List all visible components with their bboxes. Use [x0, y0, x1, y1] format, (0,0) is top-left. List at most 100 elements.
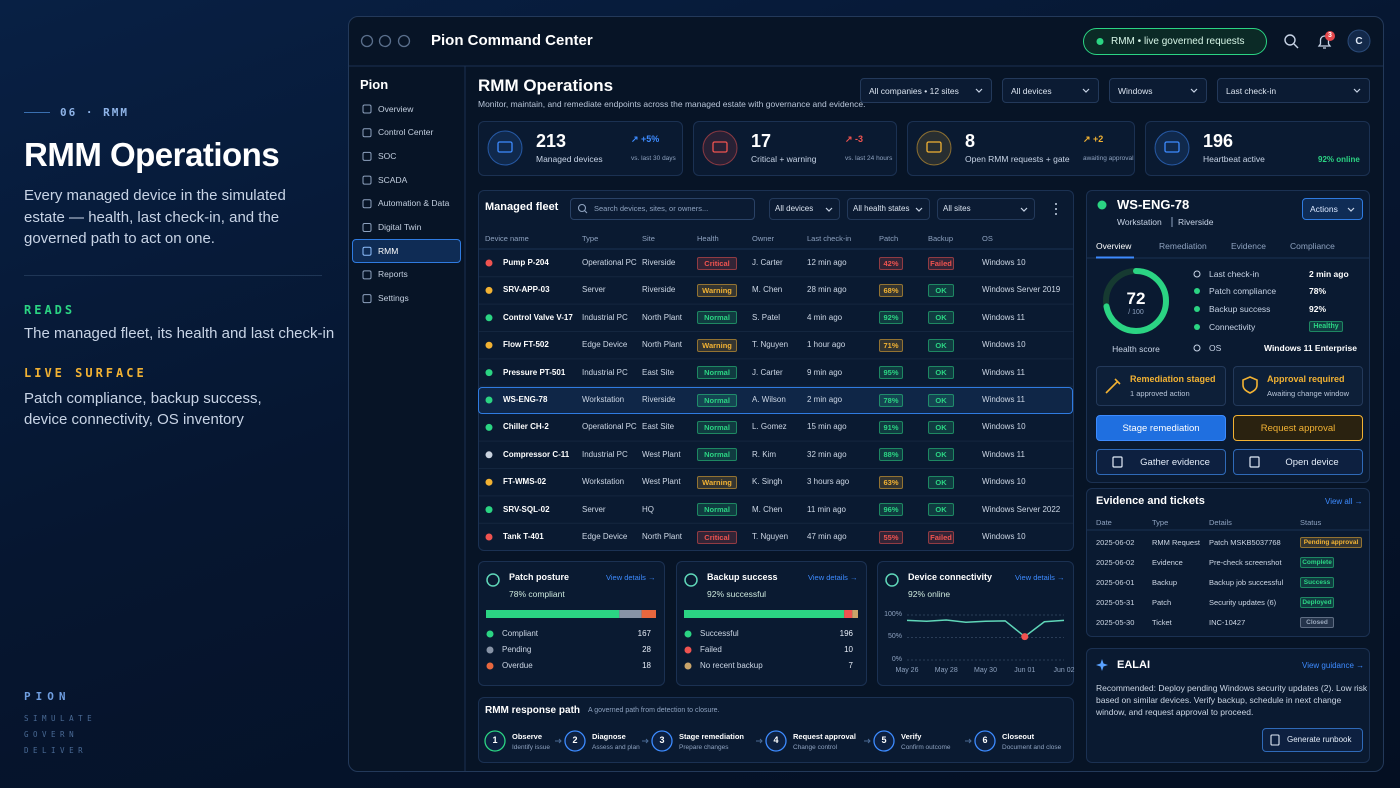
step-number: 6: [982, 735, 988, 745]
stat-link[interactable]: View details →: [606, 573, 656, 582]
badge: Normal: [697, 366, 737, 380]
search-box[interactable]: [570, 198, 755, 220]
badge: OK: [928, 420, 954, 434]
button-label[interactable]: Gather evidence: [1140, 456, 1210, 468]
step-title: Diagnose: [592, 732, 626, 741]
fleet-filter[interactable]: [847, 198, 930, 220]
status-text: RMM • live governed requests: [1111, 35, 1245, 47]
fleet-panel: [478, 190, 1074, 551]
cell: 32 min ago: [807, 449, 847, 459]
stat-link[interactable]: View details →: [1015, 573, 1065, 582]
tab[interactable]: Compliance: [1290, 241, 1335, 251]
kpi-value: 8: [965, 131, 976, 151]
cell: Patch: [1152, 597, 1172, 607]
button-label[interactable]: Open device: [1285, 456, 1339, 468]
response-panel: [478, 697, 1074, 763]
cell: Windows Server 2019: [982, 285, 1061, 295]
nav-active: [352, 239, 461, 264]
legend-value: 18: [642, 661, 651, 670]
nav-item[interactable]: Control Center: [378, 127, 434, 138]
fact-value: 78%: [1309, 285, 1327, 296]
cell: Server: [582, 285, 606, 295]
actions-button[interactable]: [1302, 198, 1363, 220]
cell: West Plant: [642, 449, 681, 459]
cell: Riverside: [642, 285, 676, 295]
legend-label: Successful: [700, 629, 739, 638]
avatar-initial[interactable]: C: [1355, 35, 1363, 47]
nav-item[interactable]: Digital Twin: [378, 222, 422, 232]
filter-label: Last check-in: [1226, 86, 1277, 96]
response-title: RMM response path: [485, 705, 581, 716]
ealai-link[interactable]: View guidance →: [1302, 661, 1365, 670]
column-header: Last check-in: [807, 234, 852, 243]
cell: Windows 10: [982, 422, 1026, 432]
nav-item[interactable]: Automation & Data: [378, 198, 450, 209]
badge: OK: [928, 366, 954, 380]
evidence-link[interactable]: View all →: [1325, 497, 1363, 506]
button-label[interactable]: Request approval: [1260, 422, 1336, 434]
x-tick-label: Jun 01: [1014, 667, 1036, 674]
cell: Windows Server 2022: [982, 504, 1061, 514]
cell: 11 min ago: [807, 504, 846, 514]
fact-label: OS: [1209, 342, 1222, 353]
stat-link[interactable]: View details →: [808, 573, 858, 582]
badge: Failed: [928, 530, 954, 544]
button-label[interactable]: Stage remediation: [1122, 422, 1200, 434]
cell: Flow FT-502: [503, 340, 549, 350]
nav-item[interactable]: Reports: [378, 269, 408, 280]
filter-label: All companies • 12 sites: [869, 86, 959, 96]
cell: R. Kim: [752, 449, 776, 459]
badge: Critical: [697, 530, 737, 544]
badge: Pending approval: [1300, 536, 1362, 548]
fleet-filter[interactable]: [769, 198, 840, 220]
legend-label: Compliant: [502, 629, 539, 638]
step-number: 3: [659, 735, 665, 745]
nav-item[interactable]: SCADA: [378, 174, 408, 185]
cell: Windows 10: [982, 477, 1026, 487]
nav-item[interactable]: SOC: [378, 150, 397, 161]
cell: Workstation: [582, 395, 625, 404]
cell: East Site: [642, 367, 675, 377]
nav-item[interactable]: Overview: [378, 103, 414, 114]
eyebrow-line: [24, 112, 50, 113]
nav-item[interactable]: Settings: [378, 293, 409, 304]
kpi-card: [907, 121, 1135, 176]
badge: 71%: [879, 338, 903, 352]
cell: Compressor C-11: [503, 449, 570, 459]
cell: L. Gomez: [752, 422, 787, 432]
fleet-filter[interactable]: [937, 198, 1035, 220]
kpi-delta: ↗ -3: [845, 134, 864, 144]
device-name: WS-ENG-78: [1117, 197, 1190, 212]
badge: Warning: [697, 283, 737, 297]
stat-title: Device connectivity: [908, 572, 993, 582]
column-header: Backup: [928, 234, 954, 243]
cell: North Plant: [642, 312, 683, 322]
button[interactable]: [1233, 415, 1363, 441]
cell: T. Nguyen: [752, 340, 789, 350]
button[interactable]: [1096, 415, 1226, 441]
cell: 28 min ago: [807, 285, 847, 295]
cell: J. Carter: [752, 367, 783, 377]
score: 72: [1126, 289, 1146, 308]
tab[interactable]: Remediation: [1159, 241, 1207, 251]
reads-text: The managed fleet, its health and last c…: [24, 325, 335, 342]
filter[interactable]: [860, 78, 992, 103]
cell: Windows 10: [982, 532, 1026, 541]
kpi-card: [478, 121, 683, 176]
nav-item[interactable]: RMM: [378, 245, 399, 256]
filter[interactable]: [1217, 78, 1370, 103]
column-header: Date: [1096, 518, 1112, 527]
y-tick-label: 50%: [887, 633, 902, 640]
cell: Control Valve V-17: [503, 312, 573, 322]
badge: OK: [928, 311, 954, 325]
button-label[interactable]: Generate runbook: [1287, 735, 1352, 744]
status-card: [1096, 366, 1226, 406]
ealai-text: Recommended: Deploy pending Windows secu…: [1096, 683, 1368, 717]
cell: HQ: [642, 504, 654, 514]
tab[interactable]: Overview: [1096, 241, 1132, 251]
badge: Healthy: [1309, 321, 1343, 332]
tab[interactable]: Evidence: [1231, 241, 1266, 251]
kpi-delta: ↗ +5%: [631, 134, 660, 144]
cell: SRV-APP-03: [503, 285, 550, 295]
